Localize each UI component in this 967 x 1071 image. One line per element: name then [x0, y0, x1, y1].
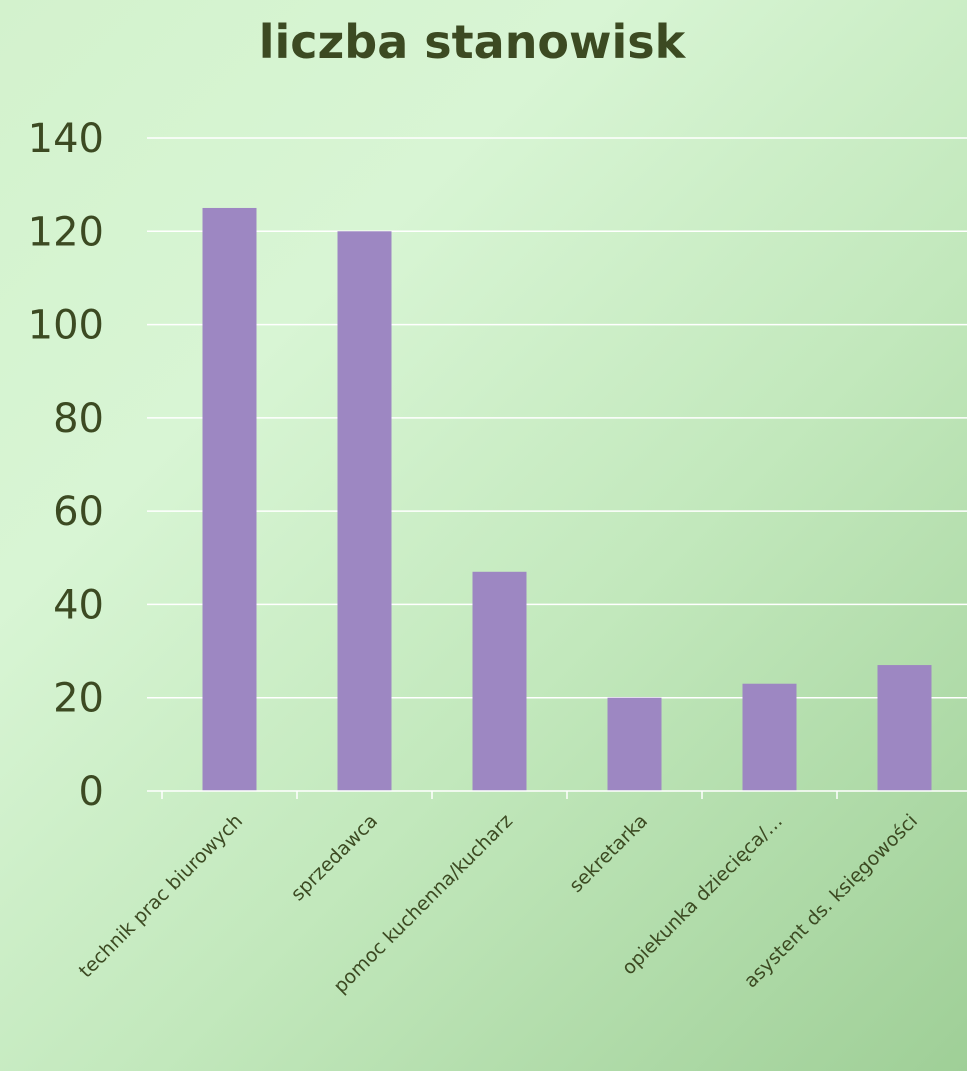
- x-category-label: sekretarka: [565, 810, 652, 897]
- bar: [877, 665, 932, 791]
- x-category-label: technik prac biurowych: [75, 810, 247, 982]
- x-category-label: sprzedawca: [287, 810, 382, 905]
- y-tick-label: 40: [53, 582, 104, 628]
- x-axis: [147, 790, 967, 799]
- bars: [202, 207, 932, 792]
- y-axis-tick-labels: 0 20 40 60 80 100 120 140: [28, 116, 104, 815]
- bar: [742, 683, 797, 791]
- bar: [337, 231, 392, 792]
- bar: [202, 207, 257, 791]
- chart-title: liczba stanowisk: [259, 15, 687, 69]
- y-tick-label: 80: [53, 396, 104, 442]
- y-tick-label: 100: [28, 303, 104, 349]
- y-tick-label: 60: [53, 489, 104, 535]
- bar: [607, 697, 662, 791]
- y-tick-label: 0: [79, 769, 104, 815]
- y-tick-label: 20: [53, 676, 104, 722]
- bar: [472, 571, 527, 791]
- gridlines: [147, 137, 967, 699]
- y-tick-label: 140: [28, 116, 104, 162]
- y-tick-label: 120: [28, 209, 104, 255]
